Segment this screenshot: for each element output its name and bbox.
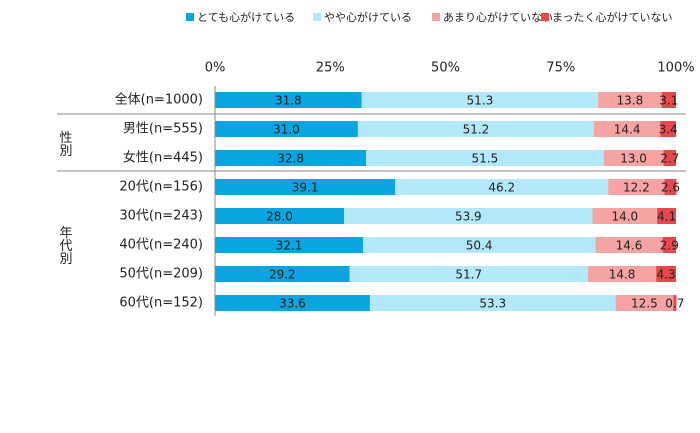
data-label: 2.7: [660, 152, 679, 166]
bar-segment: [662, 237, 676, 253]
bar-segment: [615, 295, 674, 311]
category-label: 女性(n=445): [123, 150, 203, 166]
x-tick-label: 0%: [205, 61, 226, 76]
bar-segment: [663, 150, 676, 166]
data-label: 32.1: [276, 239, 303, 253]
x-tick-label: 75%: [546, 61, 575, 76]
category-label: 60代(n=152): [119, 296, 203, 311]
bar-segment: [215, 208, 345, 224]
data-label: 29.2: [269, 268, 296, 282]
bar-segment: [215, 92, 362, 108]
bar-segment: [357, 121, 594, 137]
data-label: 12.2: [623, 181, 650, 195]
bar-segment: [592, 208, 658, 224]
data-label: 12.5: [631, 297, 658, 311]
category-label: 40代(n=240): [119, 238, 203, 253]
data-label: 14.8: [609, 268, 636, 282]
bar-segment: [349, 266, 588, 282]
data-label: 14.6: [616, 239, 643, 253]
bar-segment: [215, 179, 396, 195]
group-label: 年代別: [57, 226, 73, 266]
bar-segment: [595, 237, 663, 253]
bar-segment: [215, 150, 367, 166]
data-label: 31.8: [275, 94, 302, 108]
category-label: 20代(n=156): [119, 180, 203, 195]
data-label: 14.4: [614, 123, 641, 137]
x-tick-label: 25%: [316, 61, 345, 76]
bar-segment: [664, 179, 677, 195]
data-label: 51.5: [472, 152, 499, 166]
bar-segment: [366, 150, 604, 166]
data-label: 51.7: [455, 268, 482, 282]
data-label: 32.8: [277, 152, 304, 166]
legend-swatch: [313, 13, 321, 21]
data-label: 31.0: [273, 123, 300, 137]
category-label: 50代(n=209): [119, 267, 203, 282]
bar-segment: [215, 121, 358, 137]
data-label: 13.0: [620, 152, 647, 166]
bar-segment: [608, 179, 665, 195]
bar-segment: [587, 266, 657, 282]
legend-label: とても心がけている: [197, 10, 295, 24]
legend-label: やや心がけている: [324, 10, 412, 24]
data-label: 2.9: [660, 239, 679, 253]
bar-segment: [215, 295, 370, 311]
bar-segment: [661, 92, 676, 108]
data-label: 53.9: [455, 210, 482, 224]
category-label: 男性(n=555): [123, 122, 203, 137]
data-label: 13.8: [617, 94, 644, 108]
bar-segment: [369, 295, 616, 311]
bar-segment: [344, 208, 593, 224]
data-label: 4.3: [657, 268, 676, 282]
bar-segment: [657, 208, 676, 224]
data-label: 51.3: [466, 94, 493, 108]
data-label: 3.1: [659, 94, 678, 108]
x-tick-label: 50%: [431, 61, 460, 76]
data-label: 46.2: [488, 181, 515, 195]
bar-segment: [395, 179, 609, 195]
x-tick-label: 100%: [657, 61, 694, 76]
data-label: 0.7: [665, 297, 684, 311]
category-label: 全体(n=1000): [115, 92, 203, 108]
data-label: 53.3: [479, 297, 506, 311]
bar-segment: [215, 237, 363, 253]
data-label: 2.6: [661, 181, 680, 195]
bar-segment: [673, 295, 677, 311]
bar-segment: [656, 266, 676, 282]
bar-segment: [598, 92, 662, 108]
data-label: 51.2: [463, 123, 490, 137]
group-label: 性別: [57, 131, 73, 158]
bar-segment: [215, 266, 350, 282]
legend-swatch: [186, 13, 194, 21]
category-label: 30代(n=243): [119, 209, 203, 224]
bar-segment: [593, 121, 661, 137]
data-label: 50.4: [466, 239, 493, 253]
data-label: 28.0: [266, 210, 293, 224]
bar-segment: [361, 92, 599, 108]
data-label: 14.0: [611, 210, 638, 224]
bar-segment: [362, 237, 596, 253]
data-label: 33.6: [279, 297, 306, 311]
data-label: 4.1: [657, 210, 676, 224]
data-label: 3.4: [659, 123, 678, 137]
bar-segment: [660, 121, 676, 137]
legend-swatch: [432, 13, 440, 21]
bar-segment: [603, 150, 664, 166]
data-label: 39.1: [292, 181, 319, 195]
legend-label: まったく心がけていない: [552, 10, 673, 24]
legend-label: あまり心がけていない: [443, 10, 553, 24]
legend-swatch: [541, 13, 549, 21]
